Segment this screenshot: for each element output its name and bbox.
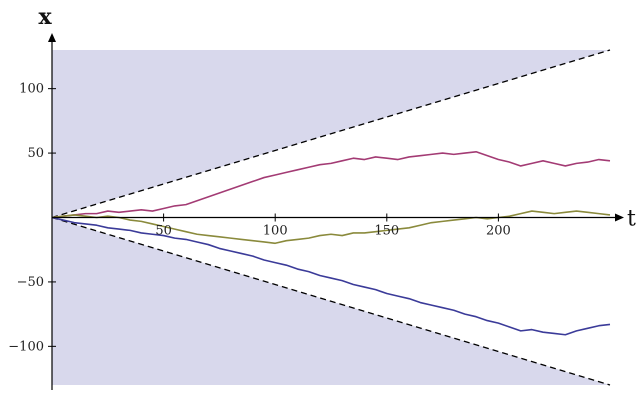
x-axis-title: t: [627, 207, 636, 232]
light-cone-lines: [51, 49, 611, 386]
axes: [48, 33, 624, 390]
y-tick-label: 50: [27, 146, 44, 161]
y-tick-label: −50: [17, 275, 44, 290]
x-tick-label: 150: [374, 224, 399, 239]
x-tick-label: 100: [263, 224, 288, 239]
light-cone-upper-line: [51, 49, 611, 219]
x-tick-label: 200: [486, 224, 511, 239]
data-series: [51, 150, 611, 336]
y-axis-arrow: [48, 33, 56, 42]
series-line-1: [51, 150, 611, 219]
y-tick-label: 100: [19, 82, 44, 97]
ticks: 50 100 150 200 −100 −50 50 100: [8, 82, 511, 355]
y-axis-title: x: [38, 4, 52, 30]
series-line-3: [51, 216, 611, 336]
series-line-2: [51, 210, 611, 245]
x-tick-label: 50: [155, 224, 172, 239]
y-tick-label: −100: [8, 339, 44, 354]
light-cone-lower-line: [51, 216, 611, 386]
x-axis-arrow: [615, 213, 624, 222]
